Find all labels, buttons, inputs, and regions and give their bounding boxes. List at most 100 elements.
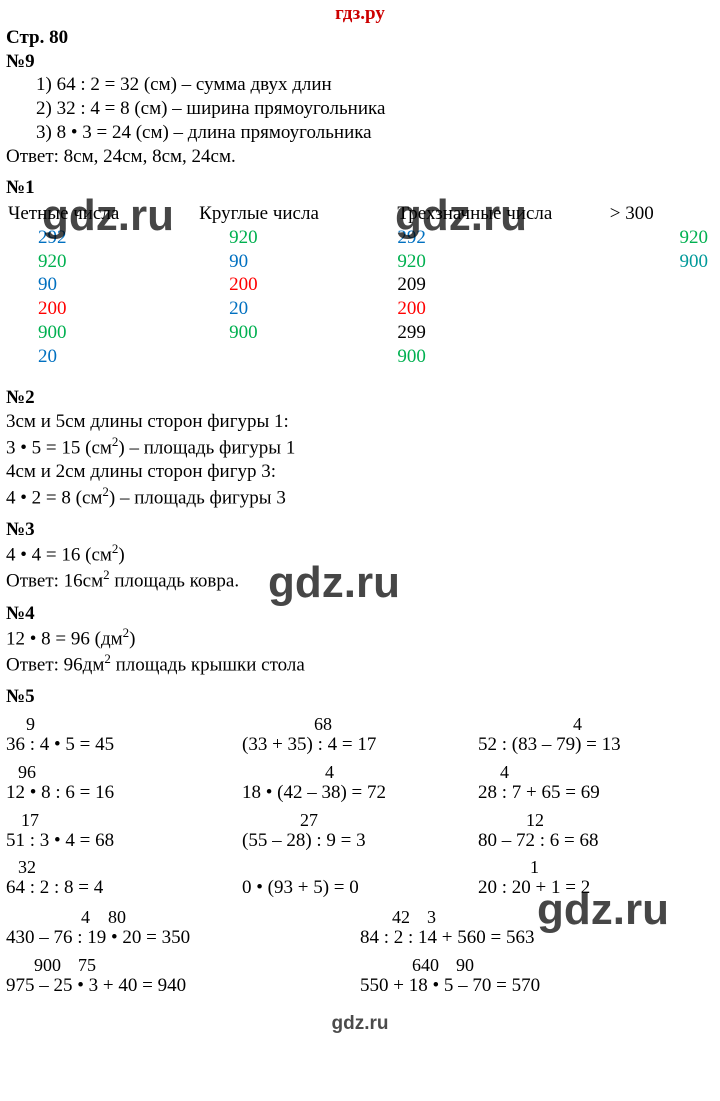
expression: (33 + 35) : 4 = 17 — [242, 733, 472, 757]
p9-body: 1) 64 : 2 = 32 (см) – сумма двух длин 2)… — [6, 73, 714, 144]
p3-title: №3 — [6, 518, 714, 542]
p1-title: №1 — [6, 176, 714, 200]
expr-block: 120 : 20 + 1 = 2 — [478, 856, 708, 900]
expression: 84 : 2 : 14 + 560 = 563 — [360, 926, 714, 950]
expr-block: 452 : (83 – 79) = 13 — [478, 713, 708, 757]
text-line: 4 • 2 = 8 (см2) – площадь фигуры 3 — [6, 484, 714, 510]
expr-block: 1751 : 3 • 4 = 68 — [6, 809, 236, 853]
intermediate-value: 9 — [26, 713, 35, 736]
intermediate-value: 27 — [300, 809, 318, 832]
p1-number: 299 — [397, 321, 605, 345]
p1-number: 20 — [229, 297, 393, 321]
expression: 18 • (42 – 38) = 72 — [242, 781, 472, 805]
p1-number: 90 — [229, 250, 393, 274]
expr-block: 4 80430 – 76 : 19 • 20 = 350 — [6, 906, 360, 950]
expr-block: 9612 • 8 : 6 = 16 — [6, 761, 236, 805]
p1-number: 209 — [397, 273, 605, 297]
expression: 430 – 76 : 19 • 20 = 350 — [6, 926, 360, 950]
p1-number: 20 — [38, 345, 195, 369]
p5-title: №5 — [6, 685, 714, 709]
site-header: гдз.ру — [0, 0, 720, 26]
p9-line: 2) 32 : 4 = 8 (см) – ширина прямоугольни… — [36, 97, 714, 121]
p1-col-head: Круглые числа — [199, 203, 319, 224]
expr-block: 3264 : 2 : 8 = 4 — [6, 856, 236, 900]
p1-number: 200 — [38, 297, 195, 321]
content: Стр. 80 №9 1) 64 : 2 = 32 (см) – сумма д… — [0, 26, 720, 1002]
intermediate-value: 900 — [34, 954, 61, 977]
p1-number: 200 — [229, 273, 393, 297]
intermediate-value: 17 — [21, 809, 39, 832]
page: гдз.ру Стр. 80 №9 1) 64 : 2 = 32 (см) – … — [0, 0, 720, 1101]
p3-body: 4 • 4 = 16 (см2)Ответ: 16см2 площадь ков… — [6, 541, 714, 593]
p1-number: 920 — [38, 250, 195, 274]
expr-block: 0 • (93 + 5) = 0 — [242, 856, 472, 900]
intermediate-value: 90 — [456, 954, 474, 977]
intermediate-value: 1 — [530, 856, 539, 879]
p9-title: №9 — [6, 50, 714, 74]
expression: 975 – 25 • 3 + 40 = 940 — [6, 974, 360, 998]
intermediate-value: 4 — [81, 906, 90, 929]
expression: 64 : 2 : 8 = 4 — [6, 876, 236, 900]
expr-block: 27(55 – 28) : 9 = 3 — [242, 809, 472, 853]
expression: 20 : 20 + 1 = 2 — [478, 876, 708, 900]
expression: 12 • 8 : 6 = 16 — [6, 781, 236, 805]
p1-number: 920 — [229, 226, 393, 250]
p5-table: 936 : 4 • 5 = 4568(33 + 35) : 4 = 17452 … — [6, 713, 714, 904]
p9-line: 1) 64 : 2 = 32 (см) – сумма двух длин — [36, 73, 714, 97]
page-label: Стр. 80 — [6, 26, 714, 50]
intermediate-value: 4 — [325, 761, 334, 784]
p2-title: №2 — [6, 386, 714, 410]
p1-col3: 920900 — [610, 226, 712, 274]
intermediate-value: 96 — [18, 761, 36, 784]
expression: (55 – 28) : 9 = 3 — [242, 829, 472, 853]
p2-body: 3см и 5см длины сторон фигуры 1:3 • 5 = … — [6, 410, 714, 510]
intermediate-value: 640 — [412, 954, 439, 977]
p1-table: Четные числа Круглые числа Трехзначные ч… — [6, 202, 714, 368]
p4-title: №4 — [6, 602, 714, 626]
intermediate-value: 32 — [18, 856, 36, 879]
text-line: Ответ: 16см2 площадь ковра. — [6, 567, 714, 593]
intermediate-value: 4 — [500, 761, 509, 784]
p1-number: 292 — [397, 226, 605, 250]
text-line: 4см и 2см длины сторон фигур 3: — [6, 460, 714, 484]
expr-block: 418 • (42 – 38) = 72 — [242, 761, 472, 805]
expr-block: 640 90550 + 18 • 5 – 70 = 570 — [360, 954, 714, 998]
p1-number: 920 — [610, 226, 708, 250]
p1-col0: 2929209020090020 — [8, 226, 195, 369]
p1-col-head: > 300 — [610, 203, 654, 224]
expr-block: 42384 : 2 : 14 + 560 = 563 — [360, 906, 714, 950]
expr-block: 900 75975 – 25 • 3 + 40 = 940 — [6, 954, 360, 998]
expression: 28 : 7 + 65 = 69 — [478, 781, 708, 805]
p5-bottom: 4 80430 – 76 : 19 • 20 = 35042384 : 2 : 1… — [6, 906, 714, 1002]
p1-number: 90 — [38, 273, 195, 297]
p9-line: 3) 8 • 3 = 24 (см) – длина прямоугольник… — [36, 121, 714, 145]
footer-watermark: gdz.ru — [0, 1012, 720, 1036]
expr-block: 428 : 7 + 65 = 69 — [478, 761, 708, 805]
expression: 36 : 4 • 5 = 45 — [6, 733, 236, 757]
text-line: 12 • 8 = 96 (дм2) — [6, 625, 714, 651]
p1-number: 900 — [397, 345, 605, 369]
text-line: 3 • 5 = 15 (см2) – площадь фигуры 1 — [6, 434, 714, 460]
expression: 80 – 72 : 6 = 68 — [478, 829, 708, 853]
p1-col-head: Трехзначные числа — [397, 203, 552, 224]
expression: 51 : 3 • 4 = 68 — [6, 829, 236, 853]
text-line: Ответ: 96дм2 площадь крышки стола — [6, 651, 714, 677]
intermediate-value: 75 — [78, 954, 96, 977]
intermediate-value: 12 — [526, 809, 544, 832]
intermediate-value: 80 — [108, 906, 126, 929]
p1-col1: 9209020020900 — [199, 226, 393, 345]
p4-body: 12 • 8 = 96 (дм2)Ответ: 96дм2 площадь кр… — [6, 625, 714, 677]
expr-block: 936 : 4 • 5 = 45 — [6, 713, 236, 757]
p1-col2: 292920209200299900 — [397, 226, 605, 369]
site-title: гдз.ру — [335, 3, 385, 24]
expression: 0 • (93 + 5) = 0 — [242, 876, 472, 900]
p1-col-head: Четные числа — [8, 203, 119, 224]
p1-number: 200 — [397, 297, 605, 321]
p1-number: 900 — [610, 250, 708, 274]
intermediate-value: 68 — [314, 713, 332, 736]
intermediate-value: 4 — [573, 713, 582, 736]
expression: 550 + 18 • 5 – 70 = 570 — [360, 974, 714, 998]
expr-block: 68(33 + 35) : 4 = 17 — [242, 713, 472, 757]
p1-number: 292 — [38, 226, 195, 250]
text-line: 3см и 5см длины сторон фигуры 1: — [6, 410, 714, 434]
